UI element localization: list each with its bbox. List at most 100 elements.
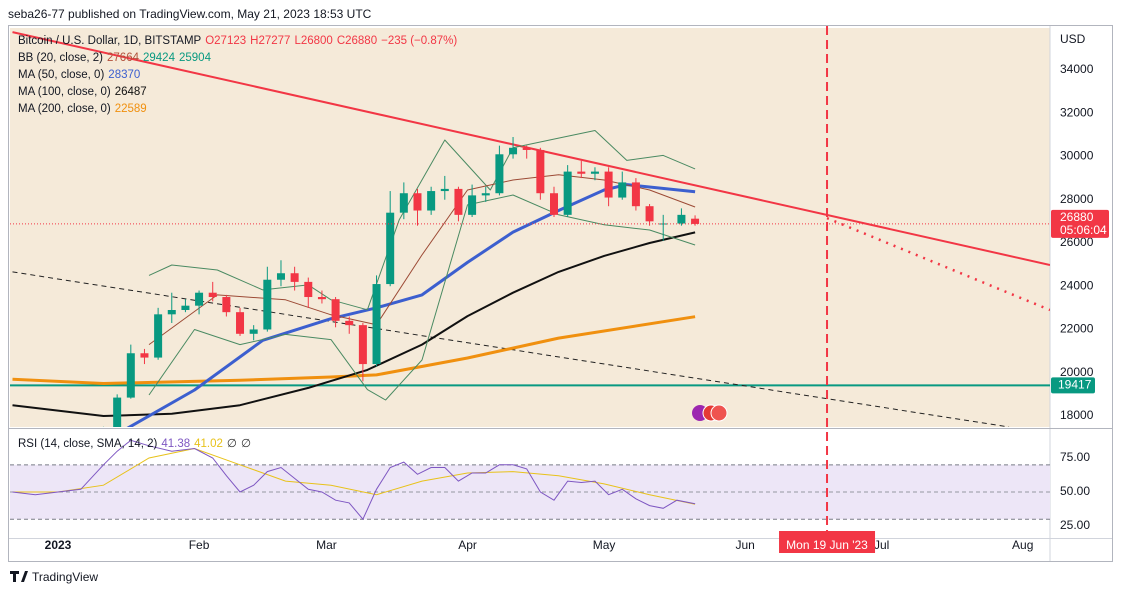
- candle-body: [317, 297, 326, 300]
- date-label: Mon 19 Jun '23: [786, 538, 868, 552]
- legend-ohlc: −235 (−0.87%): [381, 35, 458, 47]
- legend-value: 22589: [114, 103, 147, 115]
- candle-body: [618, 182, 627, 198]
- legend-symbol: Bitcoin / U.S. Dollar, 1D, BITSTAMP: [18, 35, 202, 47]
- trend-line: [12, 31, 1050, 266]
- x-tick-label: Aug: [1012, 538, 1033, 552]
- rsi-plot: [10, 439, 1050, 521]
- candle-body: [454, 188, 463, 215]
- legend-value: 27664: [107, 52, 139, 64]
- legend-row: MA (200, close, 0) 22589: [18, 103, 461, 115]
- candle-body: [126, 353, 135, 398]
- countdown-label: 05:06:04: [1060, 223, 1107, 237]
- trend-line: [826, 216, 1050, 312]
- legend-value: ∅: [226, 438, 237, 450]
- price-label: 19417: [1058, 377, 1092, 391]
- candle-body: [208, 292, 217, 298]
- y-tick-label: 18000: [1060, 408, 1094, 422]
- legend-row: MA (100, close, 0) 26487: [18, 86, 461, 98]
- legend-value: 29424: [143, 52, 175, 64]
- candle-body: [181, 305, 190, 311]
- x-tick-label: Mar: [316, 538, 337, 552]
- candle-body: [677, 214, 686, 224]
- candle-body: [691, 218, 700, 224]
- candle-body: [167, 310, 176, 315]
- y-tick-label: 30000: [1060, 149, 1094, 163]
- last-price-box: [1051, 209, 1109, 238]
- legend-ohlc: H27277: [250, 35, 291, 47]
- candle-body: [113, 397, 122, 427]
- rsi-line: [12, 439, 696, 521]
- y-tick-label: 25.00: [1060, 518, 1090, 532]
- legend-value: 41.38: [161, 438, 191, 450]
- header: seba26-77 published on TradingView.com, …: [8, 7, 372, 21]
- legend-ohlc: L26800: [294, 35, 333, 47]
- candle-body: [659, 223, 668, 225]
- candle-body: [590, 171, 599, 174]
- legend-name: MA (50, close, 0): [18, 69, 105, 81]
- x-tick-label: May: [593, 538, 616, 552]
- candle-body: [236, 312, 245, 334]
- date-label-box: [779, 531, 876, 553]
- icon: [710, 404, 728, 422]
- price-plot: [10, 31, 1050, 427]
- y-tick-label: 34000: [1060, 62, 1094, 76]
- x-tick-label: Jul: [874, 538, 889, 552]
- candle-body: [399, 193, 408, 213]
- price-label-box: [1051, 377, 1095, 394]
- candle-body: [604, 171, 613, 198]
- candle-body: [331, 299, 340, 321]
- legend-ohlc: O27123: [205, 35, 247, 47]
- candle-body: [413, 193, 422, 211]
- legend-row: BB (20, close, 2) 27664 29424 25904: [18, 52, 461, 64]
- candle-body: [522, 147, 531, 150]
- candle-body: [536, 149, 545, 194]
- indicator-line: [148, 194, 696, 401]
- indicator-line: [12, 315, 696, 385]
- legend-name: BB (20, close, 2): [18, 52, 104, 64]
- candle-body: [276, 273, 285, 280]
- legend-row: MA (50, close, 0) 28370: [18, 69, 461, 81]
- candle-body: [249, 329, 258, 334]
- candle-body: [427, 191, 436, 211]
- y-tick-label: 75.00: [1060, 450, 1090, 464]
- candle-body: [154, 314, 163, 358]
- x-tick-label: 2023: [45, 538, 72, 552]
- y-tick-label: 28000: [1060, 192, 1094, 206]
- y-tick-label: 50.00: [1060, 484, 1090, 498]
- indicator-line: [12, 231, 696, 417]
- price-pane: [10, 28, 1050, 427]
- x-tick-label: Feb: [189, 538, 210, 552]
- candle-body: [550, 193, 559, 215]
- legend-name: MA (200, close, 0): [18, 103, 111, 115]
- candle-body: [509, 147, 518, 155]
- footer: TradingView: [32, 570, 99, 584]
- event-icons: [692, 404, 728, 422]
- candle-body: [345, 320, 354, 326]
- candle-body: [140, 353, 149, 358]
- legend-value: ∅: [240, 438, 251, 450]
- legend-name: MA (100, close, 0): [18, 86, 111, 98]
- legend-value: 41.02: [194, 438, 223, 450]
- y-tick-label: 26000: [1060, 235, 1094, 249]
- legend-value: 26487: [114, 86, 147, 98]
- logo: [10, 571, 28, 582]
- y-tick-label: 22000: [1060, 322, 1094, 336]
- legend-ohlc: C26880: [336, 35, 378, 47]
- candle-body: [495, 154, 504, 194]
- candle-body: [222, 297, 231, 313]
- legend-name: RSI (14, close, SMA, 14, 2): [18, 438, 158, 450]
- candle-body: [195, 292, 204, 306]
- candle-body: [468, 195, 477, 215]
- legend-value: 28370: [108, 69, 141, 81]
- y-tick-label: 20000: [1060, 365, 1094, 379]
- x-tick-label: Jun: [735, 538, 754, 552]
- candle-body: [290, 273, 299, 282]
- candle-body: [645, 206, 654, 222]
- legend-row: Bitcoin / U.S. Dollar, 1D, BITSTAMP O2712…: [18, 35, 461, 47]
- candle-body: [372, 284, 381, 365]
- indicator-line: [148, 130, 696, 311]
- candle-body: [481, 193, 490, 196]
